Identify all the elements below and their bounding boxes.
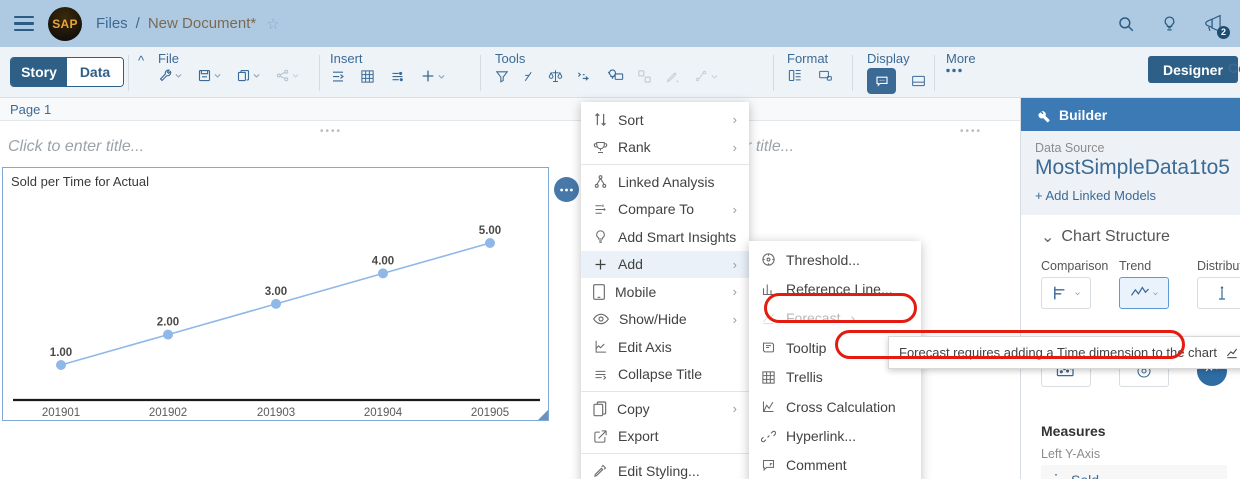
svg-text:1.00: 1.00 [50, 347, 72, 359]
svg-text:201903: 201903 [257, 407, 295, 419]
svg-text:201905: 201905 [471, 407, 509, 419]
svg-text:5.00: 5.00 [479, 225, 501, 237]
svg-text:201904: 201904 [364, 407, 403, 419]
svg-text:201902: 201902 [149, 407, 187, 419]
svg-text:4.00: 4.00 [372, 255, 394, 267]
svg-text:201901: 201901 [42, 407, 80, 419]
svg-text:2.00: 2.00 [157, 317, 179, 329]
svg-text:3.00: 3.00 [265, 286, 287, 298]
